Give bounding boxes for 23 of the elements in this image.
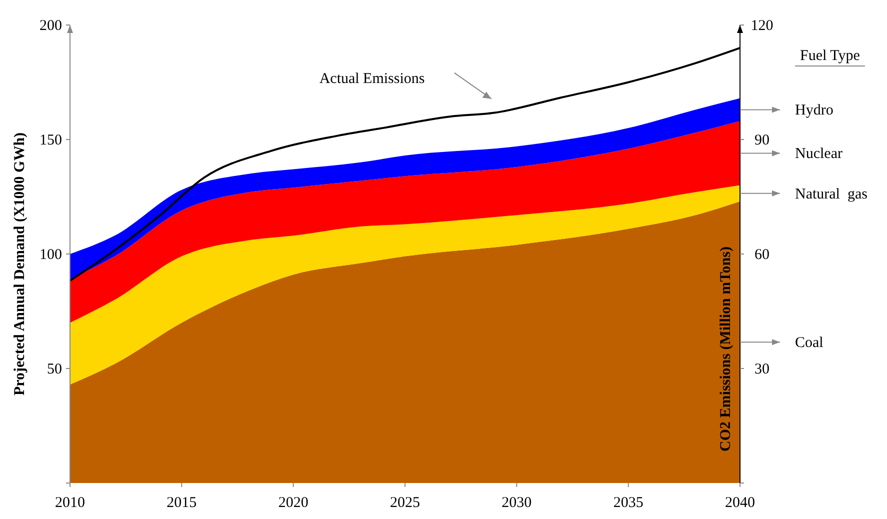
x-tick-label: 2025 bbox=[390, 495, 420, 511]
y2-tick-label: 120 bbox=[750, 18, 774, 34]
x-tick-label: 2040 bbox=[725, 495, 755, 511]
y-tick-label: 100 bbox=[40, 247, 62, 263]
text: Hydro bbox=[795, 102, 834, 119]
x-tick-label: 2020 bbox=[278, 495, 308, 511]
x-tick-label: 2015 bbox=[166, 495, 197, 511]
y-tick-label: 50 bbox=[47, 362, 62, 378]
text: Actual Emissions bbox=[319, 70, 425, 87]
legend-title: Fuel Type bbox=[800, 48, 860, 64]
y2-tick-label: 60 bbox=[754, 247, 770, 263]
x-tick-label: 2035 bbox=[613, 495, 644, 511]
y2-tick-label: 90 bbox=[754, 132, 770, 148]
text: Nuclear bbox=[795, 146, 842, 162]
y2-axis-title: CO2 Emissions (Million mTons) bbox=[718, 246, 734, 452]
text: Natural gas bbox=[795, 186, 868, 202]
y-tick-label: 200 bbox=[40, 18, 62, 34]
y-axis-title: Projected Annual Demand (X1000 GWh) bbox=[12, 132, 28, 396]
y-tick-label: 150 bbox=[40, 132, 62, 148]
x-tick-label: 2010 bbox=[55, 495, 85, 511]
y2-tick-label: 30 bbox=[754, 362, 770, 378]
text: Coal bbox=[795, 335, 824, 352]
x-tick-label: 2030 bbox=[502, 495, 532, 511]
